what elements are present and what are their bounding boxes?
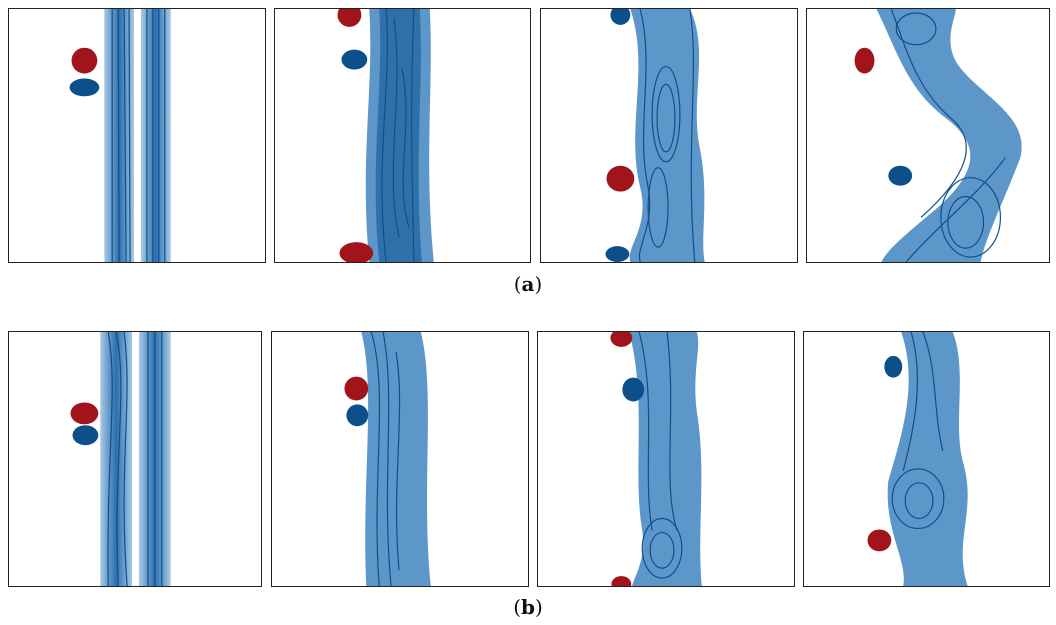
shear-band (629, 332, 702, 586)
vortex-blue (622, 377, 645, 402)
panel-b-1 (8, 331, 262, 587)
panel-a-4 (806, 8, 1050, 263)
vortex-red (337, 9, 362, 27)
shear-band (876, 9, 1022, 262)
vortex-blue (610, 9, 631, 25)
vortex-red (71, 47, 98, 74)
panel-b-2 (271, 331, 529, 587)
vortex-blue (346, 404, 369, 427)
shear-band (361, 332, 431, 586)
vortex-blue (884, 355, 903, 378)
vortex-blue (888, 165, 913, 186)
contour-plot (867, 332, 968, 586)
caption-b: (b) (513, 595, 543, 619)
contour-plot (610, 332, 702, 586)
vortex-blue-2 (605, 246, 630, 262)
contour-plot (70, 332, 171, 586)
caption-a: (a) (513, 272, 543, 296)
vortex-red (854, 47, 875, 74)
panel-a-2 (274, 8, 531, 263)
vortex-red (610, 332, 633, 347)
contour-plot (69, 9, 171, 262)
contour-plot (605, 9, 705, 262)
shear-band-right (140, 9, 171, 262)
panel-a-1 (8, 8, 266, 263)
vortex-blue (69, 78, 100, 97)
panel-a-3 (540, 8, 798, 263)
vortex-red (344, 376, 369, 401)
vortex-red-2 (339, 242, 374, 262)
shear-band (887, 332, 968, 586)
vortex-red (70, 402, 99, 425)
vortex-blue (341, 49, 368, 70)
panel-b-3 (537, 331, 795, 587)
contour-plot (344, 332, 431, 586)
vortex-red-2 (611, 576, 632, 586)
vortex-red (867, 529, 892, 552)
vortex-blue (72, 425, 99, 446)
contour-plot (854, 9, 1022, 262)
vortex-red (606, 165, 635, 192)
contour-plot (337, 9, 434, 262)
panel-b-4 (803, 331, 1050, 587)
